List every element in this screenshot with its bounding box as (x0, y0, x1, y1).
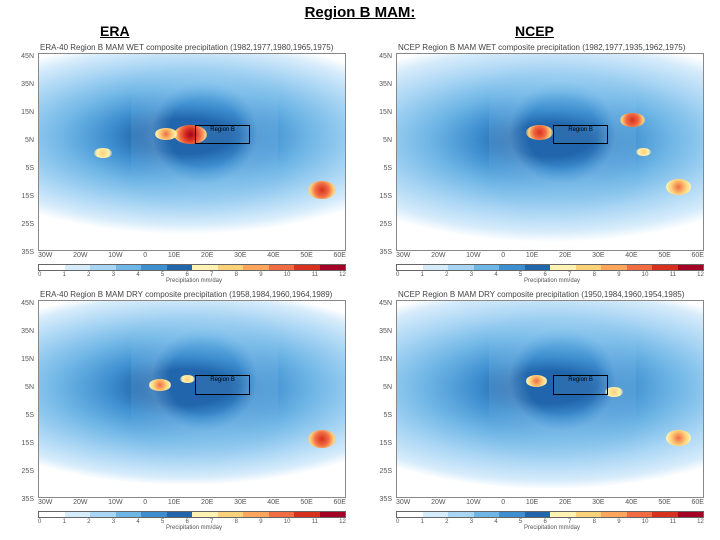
colorbar (396, 262, 704, 272)
precip-hotspot (155, 128, 176, 140)
y-axis-labels: 45N35N15N5N5S15S25S35S (12, 53, 36, 256)
precip-hotspot (526, 125, 554, 141)
region-b-box: Region B (553, 375, 608, 395)
panel-ncep-wet: NCEP Region B MAM WET composite precipit… (370, 43, 708, 284)
precip-hotspot (526, 375, 547, 387)
precip-hotspot (149, 379, 170, 391)
region-b-box: Region B (195, 125, 250, 145)
y-axis-labels: 45N35N15N5N5S15S25S35S (370, 53, 394, 256)
colorbar (396, 509, 704, 519)
y-axis-labels: 45N35N15N5N5S15S25S35S (12, 300, 36, 503)
colorbar-caption: Precipitation mm/day (38, 278, 350, 284)
region-b-box: Region B (195, 375, 250, 395)
precip-hotspot (636, 148, 651, 156)
col-header-ncep: NCEP (305, 23, 720, 39)
panel-title: ERA-40 Region B MAM WET composite precip… (12, 43, 350, 53)
x-axis-labels: 30W20W10W010E20E30E40E50E60E (396, 498, 704, 506)
panel-title: ERA-40 Region B MAM DRY composite precip… (12, 290, 350, 300)
precipitation-map: Region B (396, 53, 704, 251)
colorbar-caption: Precipitation mm/day (396, 278, 708, 284)
precip-hotspot (666, 430, 690, 446)
panel-ncep-dry: NCEP Region B MAM DRY composite precipit… (370, 290, 708, 531)
colorbar (38, 262, 346, 272)
precip-hotspot (620, 113, 644, 127)
colorbar-caption: Precipitation mm/day (38, 525, 350, 531)
panel-era-wet: ERA-40 Region B MAM WET composite precip… (12, 43, 350, 284)
precipitation-map: Region B (38, 300, 346, 498)
precipitation-map: Region B (38, 53, 346, 251)
precip-hotspot (180, 375, 195, 383)
panel-grid: ERA-40 Region B MAM WET composite precip… (0, 39, 720, 537)
region-b-box: Region B (553, 125, 608, 145)
x-axis-labels: 30W20W10W010E20E30E40E50E60E (396, 251, 704, 259)
precipitation-map: Region B (396, 300, 704, 498)
y-axis-labels: 45N35N15N5N5S15S25S35S (370, 300, 394, 503)
precip-hotspot (308, 430, 336, 448)
main-title: Region B MAM: (0, 0, 720, 21)
colorbar-caption: Precipitation mm/day (396, 525, 708, 531)
x-axis-labels: 30W20W10W010E20E30E40E50E60E (38, 498, 346, 506)
column-headers: ERA NCEP (0, 23, 720, 39)
precip-hotspot (94, 148, 112, 158)
panel-era-dry: ERA-40 Region B MAM DRY composite precip… (12, 290, 350, 531)
precip-hotspot (308, 181, 336, 199)
col-header-era: ERA (0, 23, 305, 39)
panel-title: NCEP Region B MAM DRY composite precipit… (370, 290, 708, 300)
x-axis-labels: 30W20W10W010E20E30E40E50E60E (38, 251, 346, 259)
precip-hotspot (666, 179, 690, 195)
panel-title: NCEP Region B MAM WET composite precipit… (370, 43, 708, 53)
colorbar (38, 509, 346, 519)
